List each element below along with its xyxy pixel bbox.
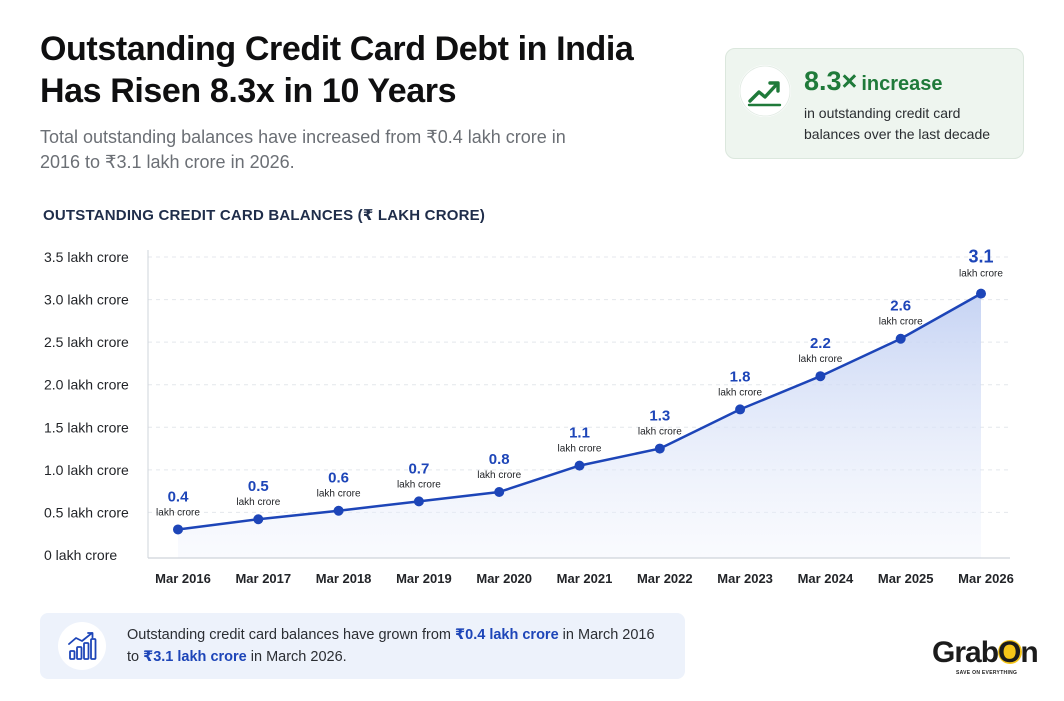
y-tick-label: 3.5 lakh crore <box>44 249 129 265</box>
stat-description: in outstanding credit card balances over… <box>804 103 1019 145</box>
stat-desc-line-1: in outstanding credit card <box>804 105 961 121</box>
summary-callout: Outstanding credit card balances have gr… <box>40 613 685 679</box>
data-value-label: 0.6 <box>328 470 349 487</box>
chart-axes <box>147 250 1010 559</box>
subtitle-line-1: Total outstanding balances have increase… <box>40 127 566 147</box>
y-tick-label: 3.0 lakh crore <box>44 292 129 308</box>
x-tick-label: Mar 2022 <box>637 571 693 586</box>
summary-text: Outstanding credit card balances have gr… <box>127 624 677 668</box>
data-point <box>735 404 746 415</box>
x-tick-label: Mar 2017 <box>235 571 291 586</box>
y-tick-label: 0.5 lakh crore <box>44 504 129 520</box>
title-line-2: Has Risen 8.3x in 10 Years <box>40 72 457 110</box>
page-title: Outstanding Credit Card Debt in India Ha… <box>40 28 720 112</box>
x-tick-label: Mar 2025 <box>878 571 934 586</box>
data-value-label: 1.3 <box>649 408 670 425</box>
data-value-label: 0.7 <box>408 460 429 477</box>
stat-value: 8.3× increase <box>804 66 942 97</box>
data-point <box>413 496 424 507</box>
summary-highlight-start: ₹0.4 lakh crore <box>455 627 559 643</box>
data-point <box>895 333 906 344</box>
stat-desc-line-2: balances over the last decade <box>804 126 991 142</box>
logo-tagline: SAVE ON EVERYTHING <box>956 670 1018 676</box>
data-point <box>173 524 183 535</box>
data-unit-label: lakh crore <box>317 489 361 500</box>
chart-value-labels: 0.4 lakh crore 0.5 lakh crore 0.6 lakh crore 0… <box>156 247 1003 519</box>
chart-points <box>173 288 986 535</box>
stat-value-suffix: increase <box>861 73 943 95</box>
x-axis: Mar 2016 Mar 2017 Mar 2018 Mar 2019 Mar 2020… <box>155 571 1014 586</box>
data-point <box>333 505 344 516</box>
data-unit-label: lakh crore <box>236 497 280 508</box>
title-line-1: Outstanding Credit Card Debt in India <box>40 30 634 68</box>
summary-text-middle-1: in March 2016 <box>562 627 655 643</box>
data-value-label: 0.8 <box>489 451 510 468</box>
subtitle-line-2: 2016 to ₹3.1 lakh crore in 2026. <box>40 152 295 172</box>
y-tick-label: 2.5 lakh crore <box>44 334 129 350</box>
data-value-label: 1.1 <box>569 425 590 442</box>
data-unit-label: lakh crore <box>798 354 842 365</box>
data-unit-label: lakh crore <box>477 470 521 481</box>
y-tick-label: 1.5 lakh crore <box>44 419 129 435</box>
summary-text-after: in March 2026. <box>250 649 347 665</box>
data-value-label: 2.6 <box>890 298 911 315</box>
x-tick-label: Mar 2023 <box>717 571 773 586</box>
data-point <box>253 514 264 525</box>
x-tick-label: Mar 2024 <box>798 571 854 586</box>
data-unit-label: lakh crore <box>638 427 682 438</box>
logo-wordmark: GrabOn <box>932 636 1039 669</box>
data-value-label: 3.1 <box>968 247 993 267</box>
stat-card: 8.3× increase in outstanding credit card … <box>725 48 1024 159</box>
data-value-label: 1.8 <box>730 368 751 385</box>
data-unit-label: lakh crore <box>397 479 441 490</box>
x-tick-label: Mar 2019 <box>396 571 452 586</box>
data-unit-label: lakh crore <box>156 507 200 518</box>
x-tick-label: Mar 2018 <box>316 571 372 586</box>
grabon-logo: GrabOn SAVE ON EVERYTHING <box>932 636 1039 680</box>
stat-value-number: 8.3× <box>804 66 858 96</box>
summary-highlight-end: ₹3.1 lakh crore <box>143 649 247 665</box>
data-point <box>815 371 826 382</box>
x-tick-label: Mar 2026 <box>958 571 1014 586</box>
data-unit-label: lakh crore <box>558 444 602 455</box>
data-value-label: 2.2 <box>810 335 831 352</box>
data-value-label: 0.4 <box>168 488 190 505</box>
page-subtitle: Total outstanding balances have increase… <box>40 125 660 175</box>
data-point <box>654 443 665 454</box>
summary-text-before: Outstanding credit card balances have gr… <box>127 627 452 643</box>
data-unit-label: lakh crore <box>718 387 762 398</box>
data-point <box>976 288 986 299</box>
trending-up-icon <box>739 65 791 117</box>
bar-chart-growth-icon <box>58 622 106 670</box>
area-fill <box>178 293 981 558</box>
data-point <box>574 460 585 471</box>
x-tick-label: Mar 2021 <box>557 571 613 586</box>
y-axis: 0 lakh crore 0.5 lakh crore 1.0 lakh crore… <box>44 249 129 563</box>
x-tick-label: Mar 2016 <box>155 571 211 586</box>
chart-title: OUTSTANDING CREDIT CARD BALANCES (₹ LAKH… <box>43 207 486 224</box>
x-tick-label: Mar 2020 <box>476 571 532 586</box>
data-point <box>494 486 505 497</box>
y-tick-label: 1.0 lakh crore <box>44 462 129 478</box>
data-unit-label: lakh crore <box>879 317 923 328</box>
y-tick-label: 0 lakh crore <box>44 547 117 563</box>
summary-text-middle-2: to <box>127 649 140 665</box>
data-unit-label: lakh crore <box>959 269 1003 280</box>
y-tick-label: 2.0 lakh crore <box>44 377 129 393</box>
data-value-label: 0.5 <box>248 478 269 495</box>
